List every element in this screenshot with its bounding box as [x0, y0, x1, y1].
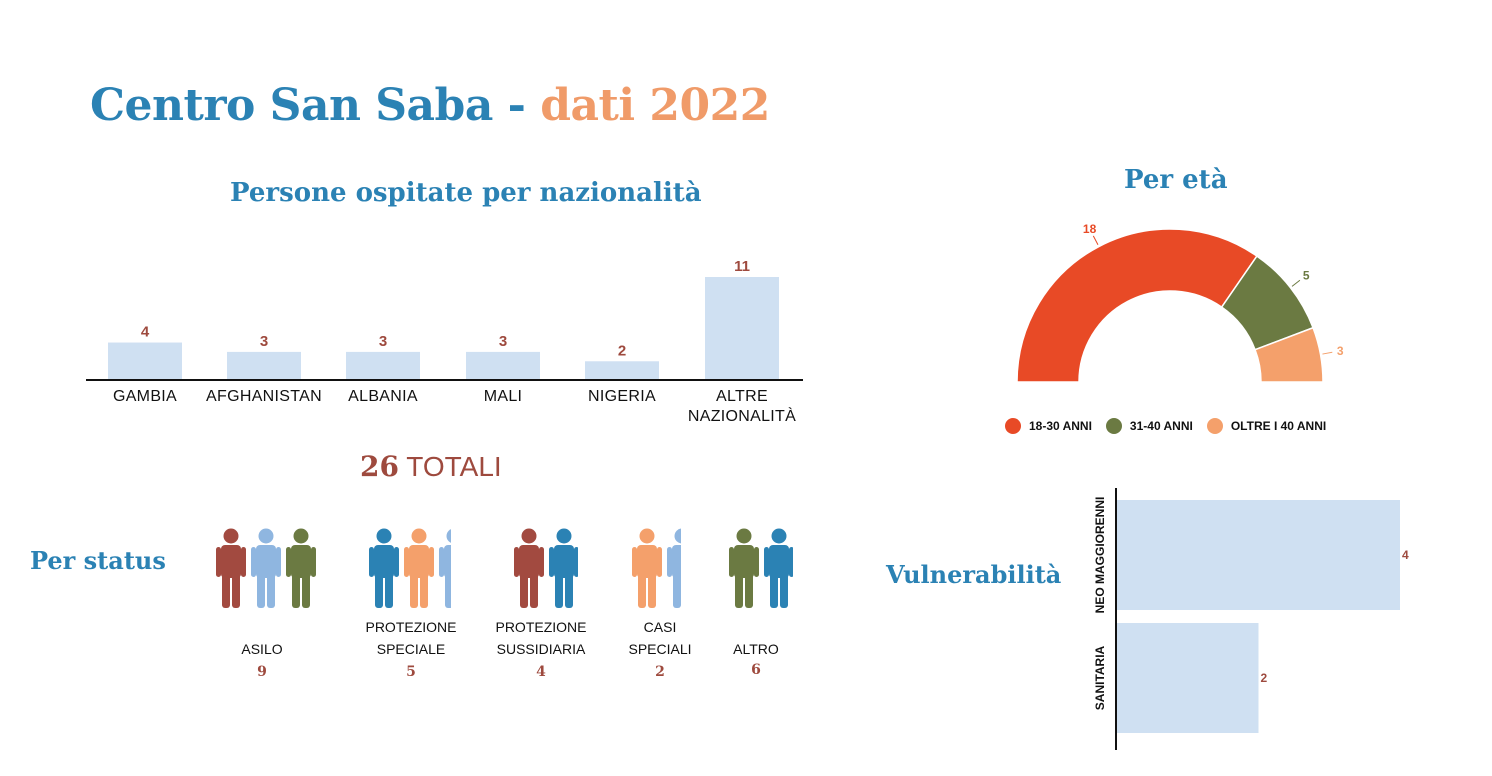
- vulnerability-category-label: SANITARIA: [1093, 645, 1107, 710]
- nationality-category-label: MALI: [484, 388, 523, 405]
- nationality-category-label: ALBANIA: [348, 388, 418, 405]
- nationality-bar-value: 4: [141, 324, 150, 341]
- nationality-bar-value: 3: [260, 333, 268, 350]
- age-slice-value: 18: [1083, 222, 1097, 236]
- nationality-category-label: GAMBIA: [113, 388, 177, 405]
- nationality-bar: [227, 351, 301, 380]
- status-label-line: SPECIALE: [376, 641, 446, 657]
- legend-item-31-40: 31-40 ANNI: [1105, 418, 1193, 434]
- person-icon: [286, 528, 316, 608]
- person-icon: [549, 528, 578, 608]
- nationality-bar: [585, 361, 659, 380]
- status-value: 4: [536, 664, 546, 680]
- status-label: PROTEZIONE SUSSIDIARIA: [466, 616, 616, 660]
- status-label: PROTEZIONE SPECIALE: [336, 616, 486, 660]
- legend-label: 18-30 ANNI: [1029, 419, 1092, 433]
- vulnerability-bar: [1117, 500, 1400, 610]
- status-section-title: Per status: [30, 546, 166, 575]
- status-icon-group: [216, 527, 318, 611]
- nationality-category-label: NIGERIA: [588, 388, 656, 405]
- person-icon: [729, 528, 759, 608]
- person-icon: [632, 528, 662, 608]
- person-icon: [439, 529, 451, 608]
- age-slice-value: 5: [1303, 268, 1310, 282]
- nationality-category-label: AFGHANISTAN: [206, 388, 322, 405]
- legend-dot-icon: [1206, 418, 1223, 434]
- legend-item-18-30: 18-30 ANNI: [1005, 418, 1092, 434]
- vulnerability-bar-value: 4: [1402, 548, 1409, 562]
- status-label-line: SUSSIDIARIA: [496, 641, 586, 657]
- title-year: dati 2022: [540, 80, 770, 131]
- nationality-bar: [108, 342, 182, 380]
- nationality-bar: [705, 277, 779, 380]
- status-label-line: ASILO: [241, 641, 283, 657]
- status-label-line: CASI: [643, 619, 677, 635]
- status-value: 9: [257, 664, 267, 680]
- legend-label: OLTRE I 40 ANNI: [1230, 419, 1327, 433]
- total-count: 26 TOTALI: [360, 450, 502, 483]
- age-slice-leader: [1092, 235, 1099, 245]
- status-label-line: PROTEZIONE: [365, 619, 457, 635]
- age-legend: 18-30 ANNI 31-40 ANNI OLTRE I 40 ANNI: [1005, 418, 1326, 434]
- vulnerability-bar-value: 2: [1261, 671, 1268, 685]
- age-slice: [1254, 326, 1324, 383]
- person-icon: [764, 528, 793, 608]
- status-label: ASILO: [187, 638, 337, 660]
- nationality-bar-chart: 4 GAMBIA 3 AFGHANISTAN 3 ALBANIA 3 MALI 2 NIGERIA…: [86, 258, 803, 425]
- vulnerability-bar-chart: 4 NEO MAGGIORENNI 2 SANITARIA: [1093, 488, 1409, 750]
- nationality-chart-title: Persone ospitate per nazionalità: [230, 178, 702, 208]
- person-icon: [216, 528, 246, 608]
- legend-item-over-40: OLTRE I 40 ANNI: [1206, 418, 1327, 434]
- nationality-bar: [466, 351, 540, 380]
- legend-label: 31-40 ANNI: [1129, 419, 1193, 433]
- status-value: 2: [655, 664, 665, 680]
- status-value: 6: [751, 662, 761, 678]
- status-label-line: SPECIALI: [628, 641, 692, 657]
- status-icon-group: [369, 527, 451, 611]
- total-number: 26: [360, 450, 399, 483]
- status-label: CASI SPECIALI: [585, 616, 735, 660]
- legend-dot-icon: [1005, 418, 1021, 434]
- page-title: Centro San Saba - dati 2022: [90, 78, 770, 134]
- age-slice-leader: [1291, 279, 1301, 287]
- nationality-bar-value: 3: [499, 333, 507, 350]
- status-icon-group: [632, 527, 681, 611]
- status-value: 5: [406, 664, 416, 680]
- age-slice-leader: [1322, 351, 1333, 355]
- nationality-category-label: NAZIONALITÀ: [688, 406, 796, 425]
- title-center-name: Centro San Saba: [90, 80, 493, 131]
- nationality-category-label: ALTRE: [716, 388, 768, 405]
- vulnerability-category-label: NEO MAGGIORENNI: [1093, 497, 1107, 614]
- nationality-bar: [346, 351, 420, 380]
- status-icon-group: [514, 527, 578, 611]
- age-slice-value: 3: [1337, 344, 1344, 358]
- age-slice: [1016, 228, 1258, 383]
- vulnerability-bar: [1117, 623, 1259, 733]
- legend-dot-icon: [1105, 418, 1122, 434]
- total-word: TOTALI: [406, 451, 502, 482]
- status-label-line: PROTEZIONE: [495, 619, 587, 635]
- status-icon-group: [729, 527, 793, 611]
- status-label-line: ALTRO: [733, 641, 779, 657]
- age-chart-title: Per età: [1124, 165, 1228, 195]
- nationality-bar-value: 11: [734, 258, 750, 275]
- person-icon: [404, 528, 434, 608]
- nationality-bar-value: 2: [618, 342, 626, 359]
- nationality-bar-value: 3: [379, 333, 387, 350]
- person-icon: [667, 528, 681, 608]
- person-icon: [514, 528, 544, 608]
- vulnerability-chart-title: Vulnerabilità: [886, 560, 1062, 589]
- person-icon: [369, 528, 399, 608]
- title-separator: -: [492, 80, 541, 131]
- person-icon: [251, 528, 281, 608]
- status-label: ALTRO: [681, 638, 831, 660]
